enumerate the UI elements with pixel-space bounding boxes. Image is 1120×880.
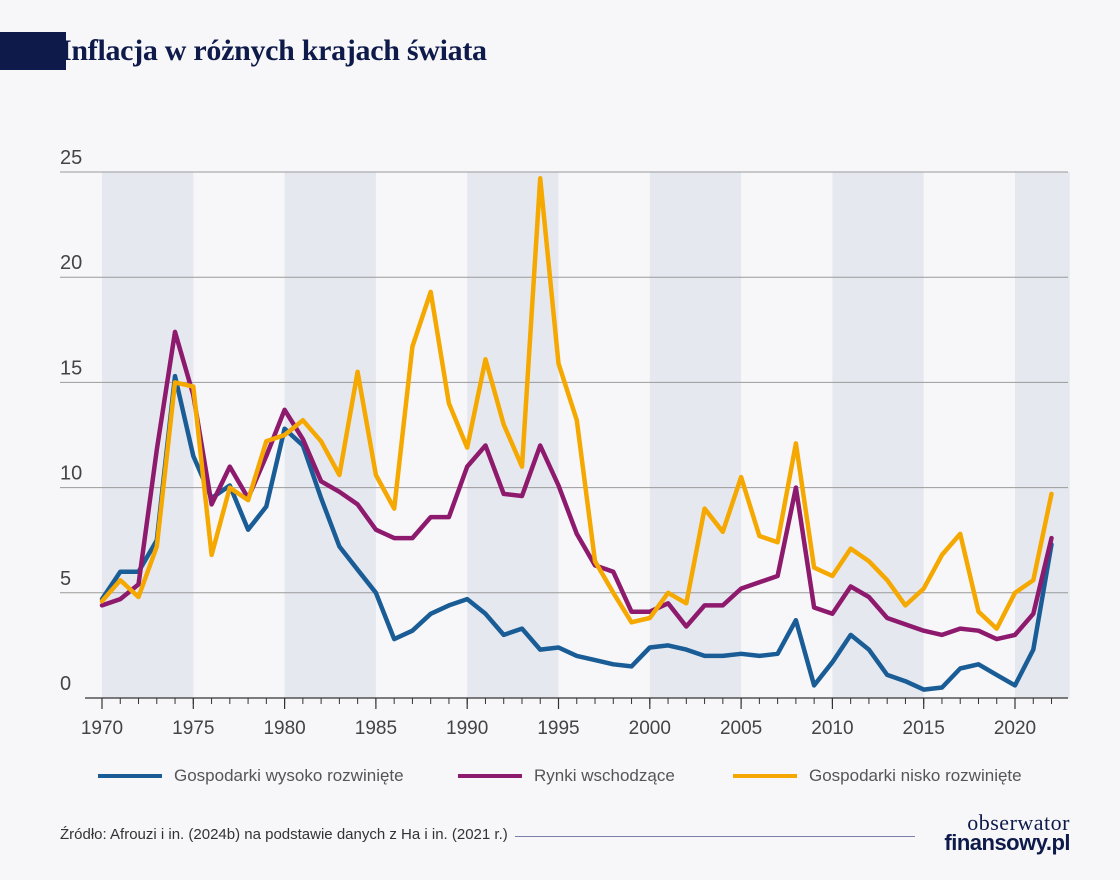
y-tick-label-25: 25 (60, 147, 82, 169)
series-lines (99, 176, 1054, 692)
x-tick-label-1990: 1990 (446, 718, 488, 739)
logo-line-1: obserwator (967, 810, 1070, 835)
title-accent-bar (0, 32, 66, 70)
legend-item-3: Gospodarki nisko rozwinięte (733, 766, 1022, 786)
source-note: Źródło: Afrouzi i in. (2024b) na podstaw… (60, 826, 508, 843)
shaded-band-2000 (649, 172, 742, 698)
y-axis-ticks: 0 5 10 15 20 25 (60, 147, 82, 695)
page-title: Inflacja w różnych krajach świata (60, 34, 487, 67)
legend-swatch (458, 774, 522, 778)
series-line-1 (99, 373, 1054, 692)
x-tick-label-1980: 1980 (263, 718, 305, 739)
x-tick-label-1975: 1975 (172, 718, 214, 739)
shaded-band-1970 (102, 172, 194, 698)
x-tick-label-1985: 1985 (355, 718, 397, 739)
x-tick-label-1970: 1970 (81, 718, 123, 739)
x-tick-label-2010: 2010 (811, 718, 853, 739)
x-tick-label-2020: 2020 (994, 718, 1036, 739)
legend-item-1: Gospodarki wysoko rozwinięte (98, 766, 404, 786)
y-tick-label-20: 20 (60, 252, 82, 274)
legend-label: Gospodarki wysoko rozwinięte (174, 766, 404, 785)
x-tick-label-2000: 2000 (629, 718, 671, 739)
x-tick-label-2015: 2015 (903, 718, 945, 739)
series-line-2 (99, 329, 1054, 642)
shaded-band-2020 (1015, 172, 1070, 698)
legend-item-2: Rynki wschodzące (458, 766, 675, 786)
series-line-3 (99, 176, 1054, 631)
y-tick-label-5: 5 (60, 568, 71, 590)
shaded-band-1990 (467, 172, 559, 698)
legend: Gospodarki wysoko rozwinięte Rynki wschod… (0, 766, 1120, 796)
legend-swatch (733, 774, 797, 778)
y-tick-label-15: 15 (60, 357, 82, 379)
shaded-bands (102, 172, 1070, 698)
x-tick-label-1995: 1995 (537, 718, 579, 739)
brand-logo: obserwator finansowy.pl (944, 812, 1070, 854)
x-tick-label-2005: 2005 (720, 718, 762, 739)
legend-label: Gospodarki nisko rozwinięte (809, 766, 1022, 785)
x-axis-ticks: 1970 1975 1980 1985 1990 1995 2000 2005 2010 2015… (81, 698, 1053, 739)
legend-swatch (98, 774, 162, 778)
y-tick-label-0: 0 (60, 673, 71, 695)
y-tick-label-10: 10 (60, 463, 82, 485)
logo-line-2: finansowy.pl (944, 830, 1070, 855)
legend-label: Rynki wschodzące (534, 766, 675, 785)
shaded-band-2010 (832, 172, 924, 698)
source-divider (515, 836, 915, 837)
